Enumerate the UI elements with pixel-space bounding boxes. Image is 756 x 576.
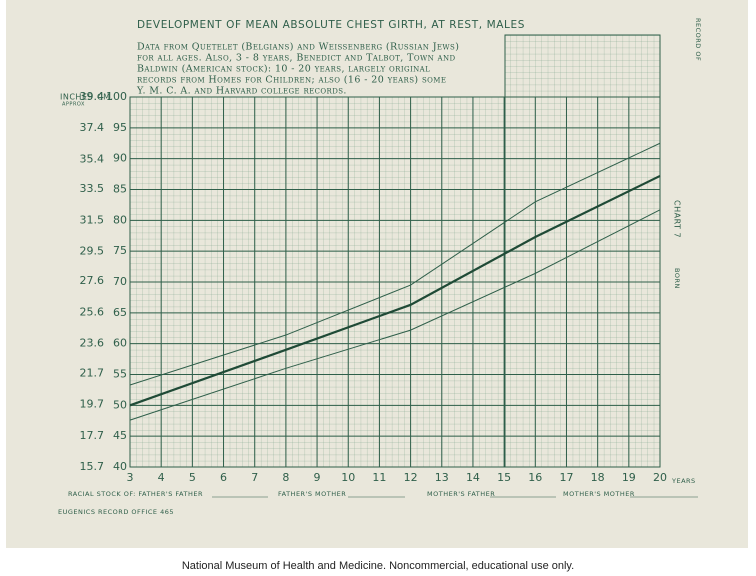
x-tick-label: 14 [466,471,480,484]
subtitle-line: for all ages. Also, 3 - 8 years, Benedic… [137,53,456,64]
y-tick-label: 40 [113,460,127,473]
y2-tick-label: 37.4 [80,121,105,134]
y-label: CM. [97,93,114,102]
y2-tick-label: 29.5 [80,245,105,258]
y-tick-label: 60 [113,337,127,350]
series-line [129,142,661,386]
x-tick-label: 9 [314,471,321,484]
bottom-field: MOTHER'S MOTHER [563,490,635,498]
y2-tick-label: 15.7 [80,460,105,473]
y-tick-label: 95 [113,121,127,134]
subtitle-line: Baldwin (American stock): 10 - 20 years,… [137,64,430,75]
x-tick-label: 18 [591,471,605,484]
x-tick-label: 13 [435,471,449,484]
y2-tick-label: 31.5 [80,213,105,226]
x-tick-label: 19 [622,471,636,484]
x-tick-label: 16 [528,471,542,484]
series-line [129,209,661,421]
y-tick-label: 50 [113,398,127,411]
x-tick-label: 5 [189,471,196,484]
subtitle-line: Y. M. C. A. and Harvard college records. [136,86,347,97]
x-tick-label: 10 [341,471,355,484]
bottom-field: FATHER'S MOTHER [278,490,346,498]
y2-tick-label: 35.4 [80,152,105,165]
y-tick-label: 80 [113,213,127,226]
y2-tick-label: 33.5 [80,182,105,195]
y2-tick-label: 25.6 [80,305,105,318]
x-label: YEARS [671,477,696,485]
y-tick-label: 100 [106,90,127,103]
x-tick-label: 7 [251,471,258,484]
y2-tick-label: 39.4 [80,90,105,103]
subtitle-line: records from Homes for Children; also (1… [137,75,446,86]
x-tick-label: 15 [497,471,511,484]
subtitle: Data from Quetelet (Belgians) and Weisse… [136,42,459,97]
y-tick-label: 65 [113,306,127,319]
side-text: RECORD OF [694,18,702,61]
y2-note: APPROX [62,102,85,108]
y2-tick-label: 21.7 [80,366,105,379]
office: EUGENICS RECORD OFFICE 465 [58,508,174,516]
y2-tick-label: 27.6 [80,274,105,287]
y2-label: INCHES [60,93,93,102]
x-tick-label: 4 [158,471,165,484]
side-text: CHART 7 [673,200,682,238]
chart-title: DEVELOPMENT OF MEAN ABSOLUTE CHEST GIRTH… [137,19,525,31]
y-tick-label: 45 [113,429,127,442]
x-tick-label: 17 [559,471,573,484]
credit: National Museum of Health and Medicine. … [182,560,574,572]
y-tick-label: 90 [113,152,127,165]
x-tick-label: 12 [404,471,418,484]
x-tick-label: 6 [220,471,227,484]
x-tick-label: 11 [372,471,386,484]
y-tick-label: 75 [113,244,127,257]
side-text: BORN [673,268,681,289]
x-tick-label: 8 [282,471,289,484]
grid-extension [505,35,660,97]
subtitle-line: Data from Quetelet (Belgians) and Weisse… [137,42,459,53]
y2-tick-label: 23.6 [80,337,105,350]
y2-tick-label: 19.7 [80,398,105,411]
bottom-field: MOTHER'S FATHER [427,490,495,498]
x-tick-label: 20 [653,471,667,484]
series-line [129,174,661,407]
y-tick-label: 85 [113,183,127,196]
y2-tick-label: 17.7 [80,429,105,442]
bottom-field: RACIAL STOCK OF: FATHER'S FATHER [68,490,203,498]
x-tick-label: 3 [127,471,134,484]
y-tick-label: 55 [113,368,127,381]
y-tick-label: 70 [113,275,127,288]
